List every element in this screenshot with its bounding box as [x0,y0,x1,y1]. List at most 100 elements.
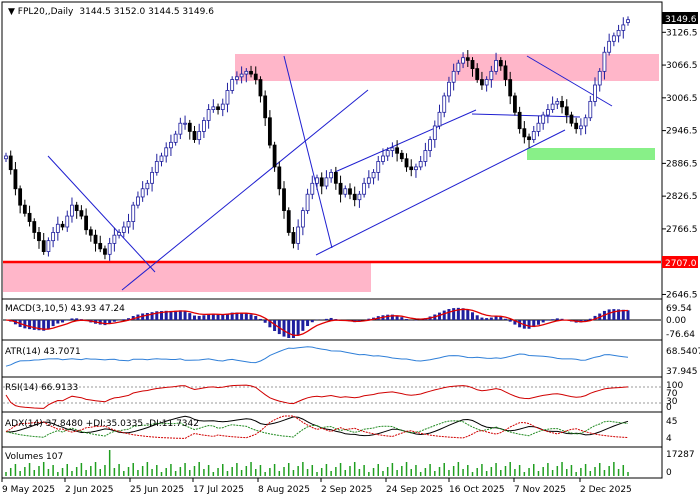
macd-bar [122,319,126,320]
candle-body [154,161,159,173]
candle-body [65,215,70,228]
candle-body [428,139,432,151]
macd-bar [287,320,291,338]
candle-body [211,106,216,110]
candle-body [93,234,98,244]
macd-bar [42,320,46,331]
indicator-tick-label: 69.54 [666,304,692,314]
candle-body [545,109,550,116]
candle-body [216,106,220,110]
candle-body [522,128,527,138]
candle-body [480,79,484,86]
macd-bar [225,313,229,320]
candle-body [74,204,79,212]
candle-body [37,232,41,242]
candle-body [470,60,475,70]
macd-bar [268,320,272,328]
candle-body [451,70,456,83]
time-tick-label: 2 Jun 2025 [65,485,113,495]
macd-bar [386,314,390,320]
macd-bar [61,320,65,323]
candle-body [578,125,583,130]
candle-body [536,122,541,132]
candle-body [225,90,230,105]
support-zone-bottom [3,262,371,292]
candle-body [456,62,461,72]
price-tick-label: 2946.5 [666,127,698,137]
candle-body [27,212,32,222]
macd-label: MACD(3,10,5) 43.93 47.24 [5,304,125,314]
macd-bar [112,320,116,322]
panel-separators [2,298,662,448]
candle-body [282,188,286,212]
candle-body [385,150,390,157]
candle-body [277,166,282,190]
macd-bar [494,316,498,320]
candle-body [418,161,423,168]
channel-upper-line [334,109,477,173]
macd-bar [489,317,493,320]
candle-body [305,193,310,212]
macd-bar [65,320,69,321]
macd-bar [235,312,239,320]
macd-bar [37,320,41,331]
macd-bar [466,309,470,320]
candle-body [461,57,465,64]
candle-body [55,223,60,233]
macd-bar [51,320,55,327]
macd-bar [593,315,597,320]
candle-body [267,117,272,146]
plus-di-line [5,420,629,438]
current-price-marker [662,12,698,24]
candle-body [423,150,428,162]
macd-bar [127,318,131,320]
candle-body [230,79,235,91]
price-tick-label: 3126.5 [666,28,698,38]
macd-bar [188,313,192,320]
candle-body [465,57,470,61]
candle-body [112,234,117,244]
candle-body [187,122,192,132]
time-tick-label: 7 Nov 2025 [514,485,566,495]
candle-body [442,95,447,113]
macd-bar [145,312,149,320]
macd-bar [296,320,300,336]
candle-body [13,169,18,190]
macd-bar [244,313,248,320]
time-tick-label: 2 Dec 2025 [580,485,632,495]
trend-line-down-1 [47,155,156,273]
candle-body [84,215,89,231]
candle-body [555,100,560,105]
candle-body [597,70,602,86]
candle-body [234,76,239,80]
price-tick-label: 3006.5 [666,94,698,104]
candle-body [626,19,630,23]
macd-bar [273,320,277,332]
macd-bar [626,310,630,320]
time-tick-label: 2 Sep 2025 [321,485,372,495]
candle-body [98,242,103,250]
candle-body [310,182,315,195]
candle-body [395,147,400,154]
macd-bar [560,318,564,320]
candle-body [484,79,489,86]
rsi-label: RSI(14) 66.9133 [5,383,78,393]
indicator-tick-label: 100 [666,381,683,391]
candle-body [432,125,437,141]
candle-body [4,155,8,160]
candle-body [103,248,107,255]
candle-body [46,240,51,252]
candle-body [145,182,150,190]
candle-body [117,232,121,236]
candle-body [319,177,324,187]
macd-bar [131,316,135,320]
candle-body [315,177,319,184]
macd-bar [306,320,310,327]
macd-bar [211,313,215,320]
candle-body [489,70,494,80]
candle-body [338,182,343,195]
macd-bar [174,310,178,320]
indicator-tick-label: 0 [666,468,672,478]
indicator-tick-label: -76.64 [666,330,695,340]
indicator-tick-label: 4 [666,434,672,444]
